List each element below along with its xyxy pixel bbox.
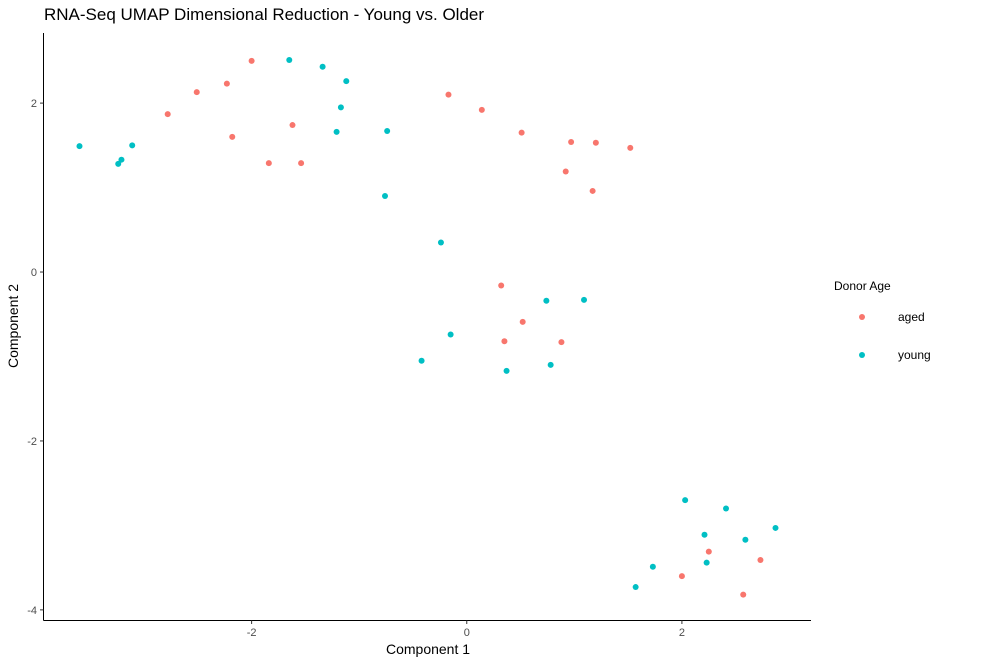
data-point-aged bbox=[562, 168, 569, 175]
data-point-young bbox=[742, 536, 749, 543]
data-point-young bbox=[437, 239, 444, 246]
data-point-aged bbox=[705, 548, 712, 555]
legend-key-aged bbox=[859, 314, 865, 320]
data-point-aged bbox=[519, 318, 526, 325]
data-point-aged bbox=[558, 339, 565, 346]
data-point-young bbox=[118, 156, 125, 163]
data-point-young bbox=[384, 127, 391, 134]
data-point-young bbox=[418, 357, 425, 364]
data-point-aged bbox=[568, 138, 575, 145]
legend: Donor Age aged young bbox=[834, 279, 931, 362]
data-point-aged bbox=[265, 160, 272, 167]
data-point-aged bbox=[445, 91, 452, 98]
series-aged bbox=[164, 57, 764, 598]
data-point-aged bbox=[478, 106, 485, 113]
data-point-young bbox=[703, 559, 710, 566]
data-point-young bbox=[503, 367, 510, 374]
series-young bbox=[76, 57, 779, 591]
data-point-young bbox=[343, 78, 350, 85]
data-point-aged bbox=[164, 111, 171, 118]
data-point-young bbox=[286, 57, 293, 64]
x-tick-label: 2 bbox=[679, 627, 685, 639]
data-point-aged bbox=[298, 160, 305, 167]
legend-title: Donor Age bbox=[834, 279, 891, 293]
data-point-young bbox=[581, 296, 588, 303]
legend-label-aged: aged bbox=[898, 310, 925, 324]
data-point-aged bbox=[289, 122, 296, 129]
data-point-young bbox=[382, 193, 389, 200]
data-point-aged bbox=[589, 187, 596, 194]
data-point-aged bbox=[740, 591, 747, 598]
data-points bbox=[76, 57, 779, 598]
data-point-aged bbox=[757, 557, 764, 564]
legend-items: aged young bbox=[859, 310, 931, 362]
data-point-young bbox=[115, 160, 122, 167]
data-point-aged bbox=[627, 144, 634, 151]
chart-title: RNA-Seq UMAP Dimensional Reduction - You… bbox=[44, 5, 484, 24]
data-point-aged bbox=[223, 80, 230, 87]
y-tick-label: -4 bbox=[27, 605, 37, 617]
data-point-aged bbox=[678, 573, 685, 580]
data-point-young bbox=[333, 128, 340, 135]
x-tick-label: 0 bbox=[464, 627, 470, 639]
legend-label-young: young bbox=[898, 348, 931, 362]
legend-key-young bbox=[859, 352, 865, 358]
data-point-young bbox=[447, 331, 454, 338]
data-point-young bbox=[632, 584, 639, 591]
data-point-young bbox=[543, 297, 550, 304]
data-point-young bbox=[319, 63, 326, 70]
y-tick-label: 2 bbox=[31, 98, 37, 110]
data-point-aged bbox=[592, 139, 599, 146]
y-tick-label: 0 bbox=[31, 267, 37, 279]
data-point-young bbox=[682, 497, 689, 504]
data-point-young bbox=[772, 524, 779, 531]
data-point-aged bbox=[248, 57, 255, 64]
data-point-aged bbox=[229, 133, 236, 140]
y-tick-label: -2 bbox=[27, 436, 37, 448]
data-point-young bbox=[649, 563, 656, 570]
data-point-young bbox=[129, 142, 136, 149]
data-point-young bbox=[723, 505, 730, 512]
x-axis-title: Component 1 bbox=[386, 641, 470, 657]
y-axis-ticks: -4 -2 0 2 bbox=[27, 98, 44, 617]
data-point-aged bbox=[498, 282, 505, 289]
x-axis-ticks: -2 0 2 bbox=[247, 620, 685, 639]
x-tick-label: -2 bbox=[247, 627, 257, 639]
data-point-aged bbox=[193, 89, 200, 96]
data-point-young bbox=[701, 531, 708, 538]
data-point-aged bbox=[501, 338, 508, 345]
y-axis-title: Component 2 bbox=[5, 284, 21, 368]
data-point-aged bbox=[518, 129, 525, 136]
data-point-young bbox=[76, 143, 83, 150]
data-point-young bbox=[337, 104, 344, 111]
data-point-young bbox=[547, 361, 554, 368]
